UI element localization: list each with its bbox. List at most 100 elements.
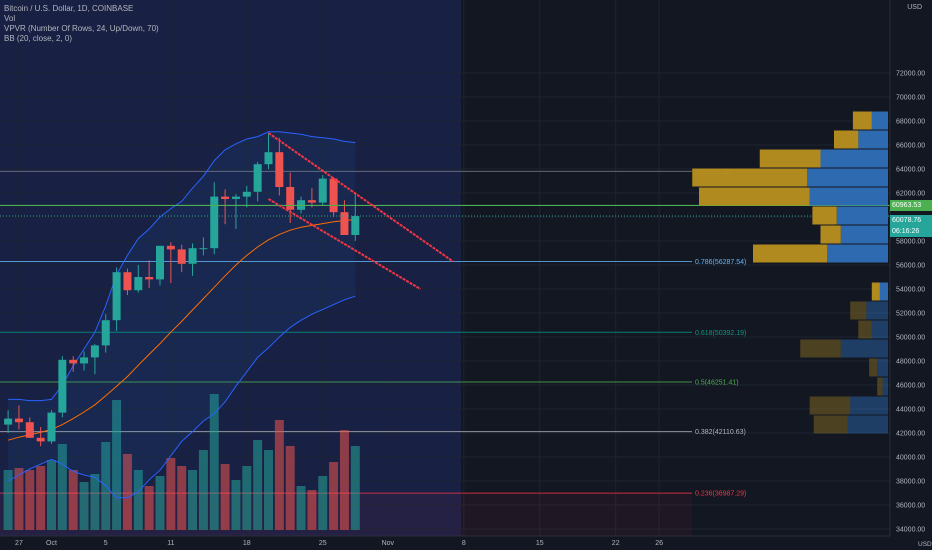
volume-bar (177, 466, 187, 530)
price-tick-label: 50000.00 (896, 335, 925, 342)
candle-body (318, 178, 327, 203)
bollinger-indicator-label[interactable]: BB (20, close, 2, 0) (4, 34, 73, 43)
volume-indicator-label[interactable]: Vol (4, 14, 16, 23)
candle-body (329, 178, 338, 213)
price-tick-label: 56000.00 (896, 263, 925, 270)
vpvr-up-bar (850, 396, 888, 415)
vpvr-up-bar (840, 339, 888, 358)
volume-bar (79, 482, 89, 530)
candle-body (25, 422, 34, 438)
fib-level-label: 0.236(36987.29) (695, 491, 746, 498)
vpvr-up-bar (820, 149, 888, 168)
green-line-price-value: 60963.53 (892, 201, 922, 209)
currency-label-bottom: USD (918, 541, 932, 548)
price-tick-label: 52000.00 (896, 311, 925, 318)
candle-body (69, 359, 78, 364)
candle (123, 268, 132, 295)
volume-bar (155, 476, 165, 530)
time-tick-label: 18 (243, 540, 251, 547)
candle (156, 245, 164, 286)
vpvr-up-bar (840, 225, 888, 244)
candle-body (4, 418, 13, 425)
candle (307, 188, 316, 208)
volume-bar (14, 468, 24, 530)
vpvr-down-bar (812, 206, 837, 225)
candle (275, 137, 284, 196)
bb-fill (8, 131, 356, 498)
vpvr-down-bar (877, 377, 883, 396)
vpvr-indicator-label[interactable]: VPVR (Number Of Rows, 24, Up/Down, 70) (4, 24, 159, 33)
candle-body (58, 359, 67, 413)
candle (188, 243, 197, 276)
volume-bar (47, 460, 56, 530)
green-line-price-label: 60963.53 (890, 199, 932, 211)
candle-body (90, 345, 99, 358)
volume-bar (209, 394, 219, 530)
price-tick-label: 72000.00 (896, 71, 925, 78)
vpvr-up-bar (836, 206, 888, 225)
candle (4, 410, 13, 433)
vpvr-down-bar (871, 282, 880, 301)
price-tick-label: 58000.00 (896, 239, 925, 246)
time-tick-label: 25 (319, 540, 327, 547)
price-axis: 72000.00 70000.00 68000.00 66000.00 64000.00… (889, 0, 932, 550)
candle-body (156, 245, 164, 280)
time-tick-label: 11 (167, 540, 174, 547)
volume-bar (144, 486, 154, 530)
volume-bar (350, 446, 360, 530)
volume-bar (57, 444, 67, 530)
volume-bar (318, 476, 328, 530)
trendline-lower (267, 198, 421, 290)
volume-bar (36, 466, 46, 530)
candle-body (231, 196, 240, 199)
volume-bar (242, 466, 252, 530)
trendline-upper (267, 132, 454, 263)
volume-bar (253, 440, 263, 530)
vpvr-up-bar (877, 358, 888, 377)
time-tick-label: 5 (104, 540, 108, 547)
price-tick-label: 54000.00 (896, 287, 925, 294)
price-axis-bg (890, 0, 932, 550)
candle (199, 237, 208, 256)
time-axis-bg (0, 536, 890, 550)
time-tick-label: 22 (612, 540, 620, 547)
candle-body (264, 152, 273, 165)
volume-bar (112, 400, 122, 530)
candle-body (166, 245, 175, 250)
candle-body (47, 412, 56, 442)
candle (177, 244, 186, 273)
volume-bar (188, 470, 198, 530)
price-tick-label: 64000.00 (896, 167, 925, 174)
price-tick-label: 62000.00 (896, 191, 925, 198)
vpvr-down-bar (692, 168, 807, 187)
volume-bar (220, 464, 230, 530)
candle-body (101, 320, 110, 346)
candle (242, 185, 251, 208)
vpvr-down-bar (800, 339, 841, 358)
vpvr-up-bar (871, 111, 888, 130)
candle (264, 133, 273, 169)
fib-level-label: 0.786(56287.54) (695, 259, 746, 266)
price-tick-label: 68000.00 (896, 119, 925, 126)
vpvr-down-bar (858, 320, 872, 339)
price-tick-label: 38000.00 (896, 479, 925, 486)
candle (69, 356, 78, 372)
volume-bars (3, 394, 360, 530)
candle (80, 351, 89, 371)
vpvr-up-bar (807, 168, 888, 187)
countdown-label: 06:16:26 (890, 226, 932, 238)
symbol-title[interactable]: Bitcoin / U.S. Dollar, 1D, COINBASE (4, 4, 134, 13)
candle (58, 356, 67, 418)
price-tick-label: 70000.00 (896, 95, 925, 102)
candle (134, 265, 143, 293)
candle-body (286, 187, 295, 210)
vpvr-down-bar (850, 301, 867, 320)
vpvr-down-bar (820, 225, 841, 244)
time-axis: 27 Oct 5 11 18 25 Nov 8 15 22 26 (0, 535, 890, 550)
vpvr-up-bar (847, 415, 888, 434)
vpvr-down-bar (869, 358, 878, 377)
candle (221, 189, 230, 225)
volume-bar (285, 446, 295, 530)
